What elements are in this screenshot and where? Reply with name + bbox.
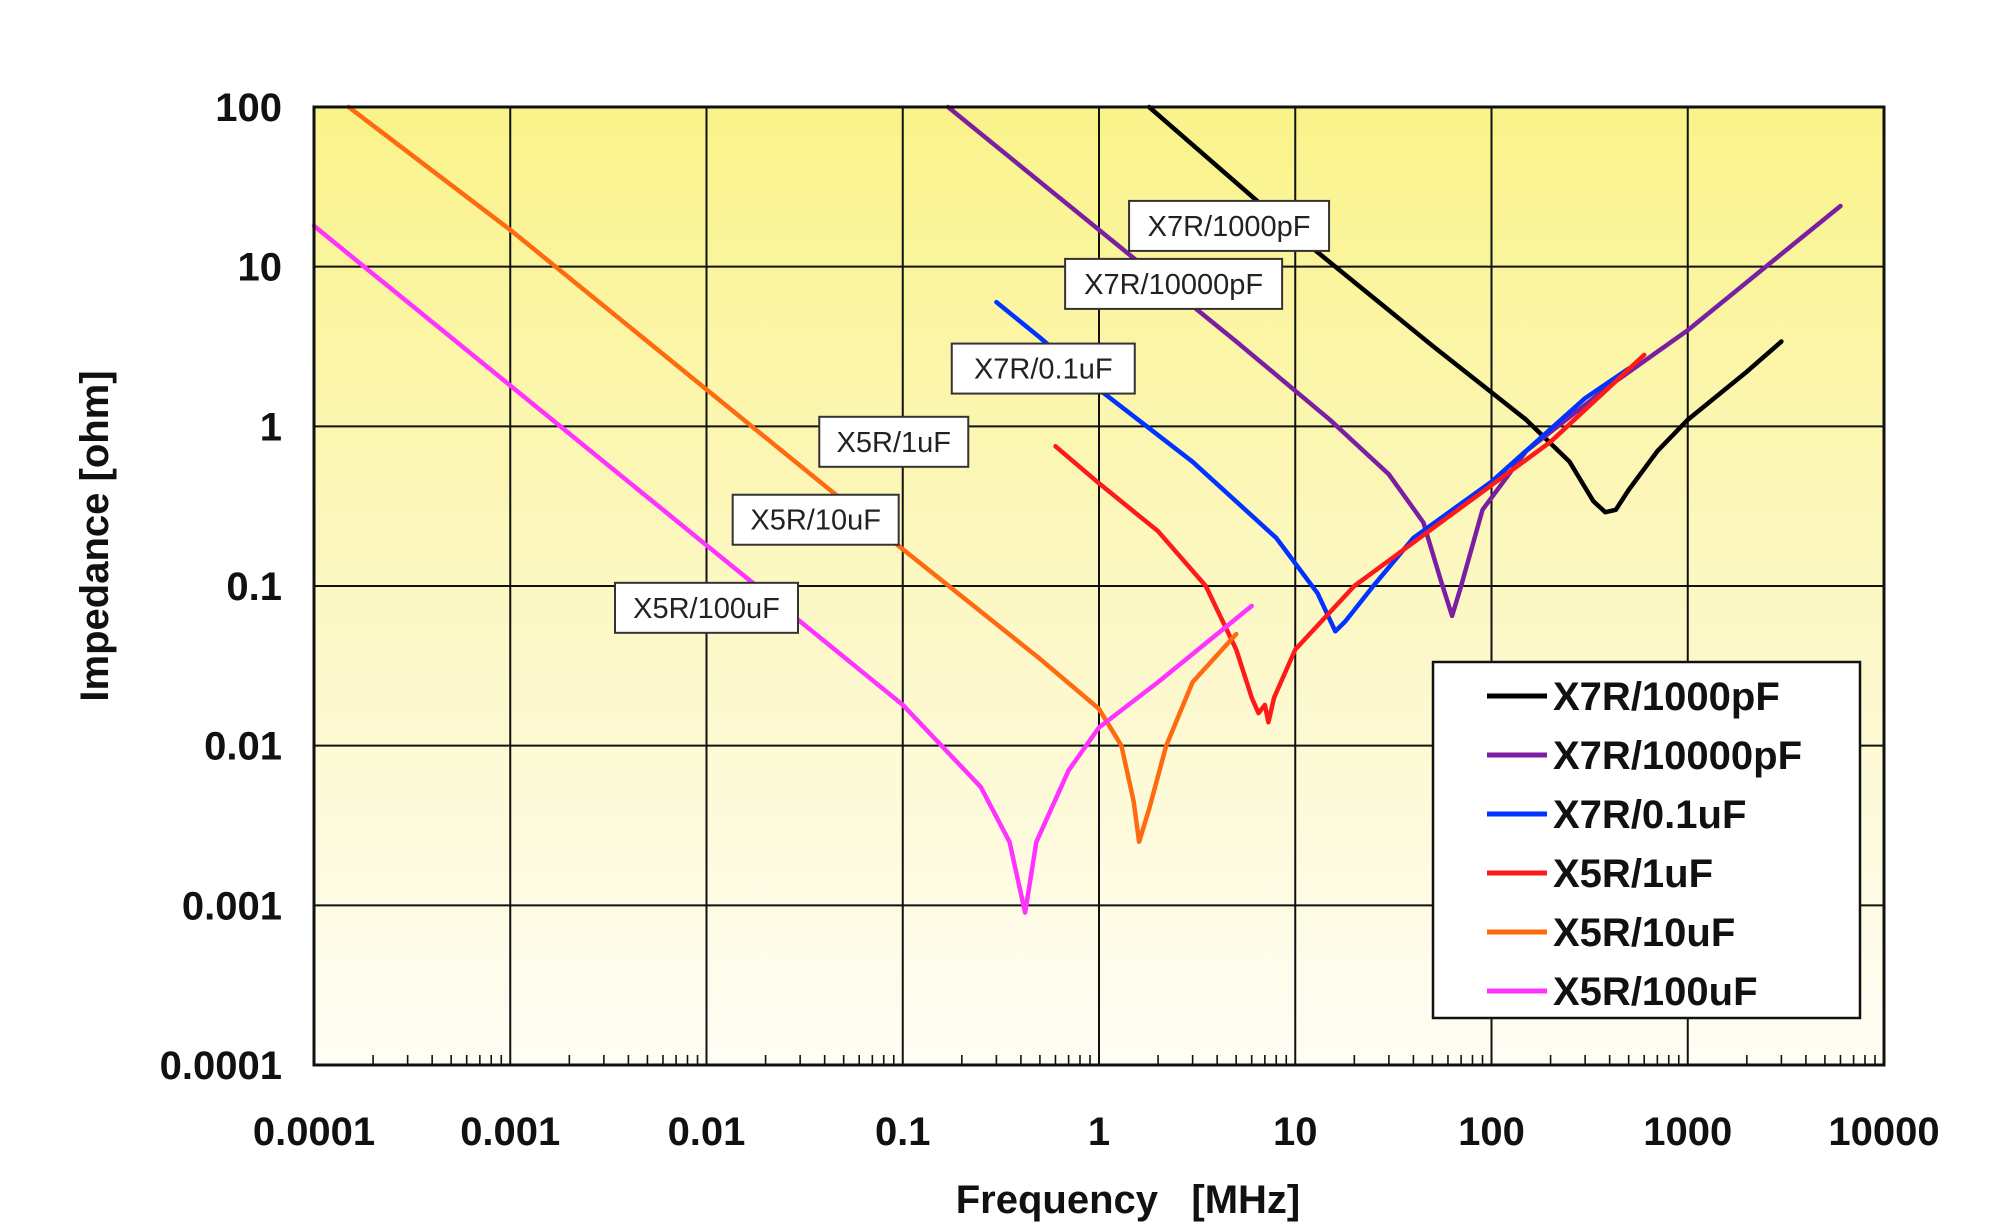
callout-label: X5R/100uF (633, 593, 780, 625)
x-tick-label: 0.0001 (253, 1110, 375, 1154)
y-axis-title: Impedance [ohm] (73, 370, 117, 701)
x-tick-label: 0.1 (875, 1110, 931, 1154)
series-lines (311, 104, 1843, 915)
legend-box (1431, 660, 1862, 1020)
y-tick-label: 0.001 (182, 884, 282, 928)
x-tick-label: 1 (1088, 1110, 1110, 1154)
legend-label: X7R/0.1uF (1553, 793, 1746, 837)
callout-label: X7R/1000pF (1148, 211, 1311, 243)
callout-box (818, 415, 970, 468)
x-tick-label: 1000 (1643, 1110, 1732, 1154)
series-callout: X5R/1uF (818, 415, 970, 468)
legend-label: X5R/100uF (1553, 970, 1758, 1014)
legend-label: X7R/10000pF (1553, 734, 1802, 778)
legend-label: X5R/1uF (1553, 852, 1713, 896)
y-tick-label: 0.1 (226, 565, 282, 609)
legend-label: X5R/10uF (1553, 911, 1735, 955)
callout-box (950, 342, 1136, 395)
callout-label: X5R/10uF (750, 505, 881, 537)
plot-frame (312, 105, 1886, 1067)
x-tick-labels: 0.0001 0.001 0.01 0.1 1 10 100 1000 10000 (253, 1110, 1940, 1154)
callout-label: X7R/10000pF (1084, 269, 1263, 301)
series-callout: X5R/100uF (614, 581, 799, 634)
y-tick-label: 1 (260, 405, 282, 449)
series-line-6 (311, 223, 1254, 915)
series-line-5 (346, 104, 1239, 845)
y-tick-label: 10 (238, 246, 283, 290)
callout-box (1128, 199, 1331, 252)
callout-box (614, 581, 799, 634)
series-line-4 (1053, 352, 1647, 725)
callouts: X7R/1000pF X7R/10000pF X7R/0.1uF X5R/1uF X5R… (614, 199, 1331, 634)
x-tick-label: 10000 (1828, 1110, 1939, 1154)
series-line-1 (1146, 104, 1784, 515)
x-tick-label: 10 (1273, 1110, 1318, 1154)
callout-box (1064, 257, 1284, 310)
callout-label: X7R/0.1uF (974, 354, 1113, 386)
minor-ticks (372, 1055, 1876, 1065)
y-tick-label: 100 (215, 86, 282, 130)
legend-label: X7R/1000pF (1553, 675, 1780, 719)
legend: X7R/1000pF X7R/10000pF X7R/0.1uF X5R/1uF X5R… (1431, 660, 1862, 1020)
x-tick-label: 0.01 (668, 1110, 746, 1154)
series-callout: X7R/0.1uF (950, 342, 1136, 395)
y-tick-label: 0.01 (204, 725, 282, 769)
x-tick-label: 0.001 (460, 1110, 560, 1154)
x-axis-title: Frequency [MHz] (956, 1178, 1300, 1222)
series-callout: X5R/10uF (731, 493, 900, 546)
callout-box (731, 493, 900, 546)
y-tick-label: 0.0001 (160, 1044, 282, 1088)
series-callout: X7R/10000pF (1064, 257, 1284, 310)
x-tick-label: 100 (1458, 1110, 1525, 1154)
series-line-2 (945, 104, 1843, 619)
series-callout: X7R/1000pF (1128, 199, 1331, 252)
callout-label: X5R/1uF (837, 427, 951, 459)
y-tick-labels: 0.0001 0.001 0.01 0.1 1 10 100 (160, 86, 282, 1088)
